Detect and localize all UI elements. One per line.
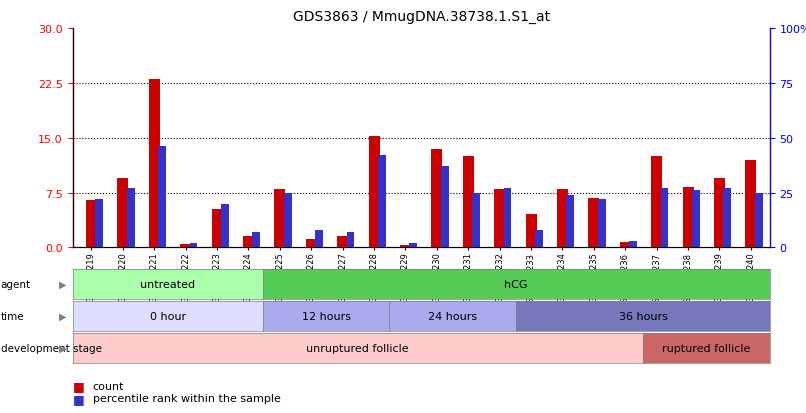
Bar bbox=[431, 149, 442, 248]
Bar bbox=[180, 244, 191, 248]
Text: ▶: ▶ bbox=[59, 280, 67, 290]
Bar bbox=[284, 193, 292, 248]
Bar bbox=[158, 147, 166, 248]
Bar bbox=[148, 80, 160, 248]
Bar bbox=[588, 198, 600, 248]
Bar bbox=[305, 239, 317, 248]
Text: 24 hours: 24 hours bbox=[428, 311, 477, 321]
Text: time: time bbox=[1, 311, 24, 321]
Text: development stage: development stage bbox=[1, 343, 102, 353]
Bar bbox=[337, 237, 348, 248]
Text: unruptured follicle: unruptured follicle bbox=[306, 343, 409, 353]
Bar bbox=[409, 243, 418, 248]
Bar bbox=[714, 178, 725, 248]
Bar bbox=[557, 190, 568, 248]
Bar bbox=[463, 157, 474, 248]
Bar bbox=[629, 241, 637, 248]
Text: ▶: ▶ bbox=[59, 343, 67, 353]
Text: 12 hours: 12 hours bbox=[301, 311, 351, 321]
Text: hCG: hCG bbox=[505, 280, 528, 290]
Text: ■: ■ bbox=[73, 379, 85, 392]
Bar bbox=[368, 137, 380, 248]
Bar bbox=[494, 190, 505, 248]
Bar bbox=[754, 193, 762, 248]
Bar bbox=[692, 191, 700, 248]
Text: 36 hours: 36 hours bbox=[618, 311, 667, 321]
Bar bbox=[724, 189, 731, 248]
Bar bbox=[243, 237, 254, 248]
Bar bbox=[118, 178, 128, 248]
Text: 0 hour: 0 hour bbox=[150, 311, 185, 321]
Bar bbox=[620, 242, 631, 248]
Bar bbox=[746, 160, 756, 248]
Bar bbox=[400, 246, 411, 248]
Bar bbox=[651, 157, 663, 248]
Bar bbox=[598, 199, 605, 248]
Text: agent: agent bbox=[1, 280, 31, 290]
Bar bbox=[189, 243, 197, 248]
Bar bbox=[504, 189, 512, 248]
Text: ruptured follicle: ruptured follicle bbox=[663, 343, 750, 353]
Text: ■: ■ bbox=[73, 392, 85, 405]
Bar bbox=[315, 230, 323, 248]
Bar bbox=[274, 190, 285, 248]
Bar bbox=[252, 233, 260, 248]
Bar bbox=[95, 199, 103, 248]
Bar bbox=[472, 193, 480, 248]
Bar bbox=[378, 156, 386, 248]
Bar bbox=[211, 210, 222, 248]
Bar bbox=[441, 167, 449, 248]
Bar bbox=[661, 189, 668, 248]
Text: ▶: ▶ bbox=[59, 311, 67, 321]
Bar bbox=[526, 215, 537, 248]
Bar bbox=[127, 189, 135, 248]
Text: percentile rank within the sample: percentile rank within the sample bbox=[93, 393, 280, 403]
Bar bbox=[86, 200, 97, 248]
Text: untreated: untreated bbox=[140, 280, 195, 290]
Text: count: count bbox=[93, 381, 124, 391]
Bar bbox=[683, 188, 694, 248]
Text: GDS3863 / MmugDNA.38738.1.S1_at: GDS3863 / MmugDNA.38738.1.S1_at bbox=[293, 10, 550, 24]
Bar bbox=[221, 204, 229, 248]
Bar bbox=[535, 230, 542, 248]
Bar bbox=[347, 233, 355, 248]
Bar bbox=[567, 195, 574, 248]
